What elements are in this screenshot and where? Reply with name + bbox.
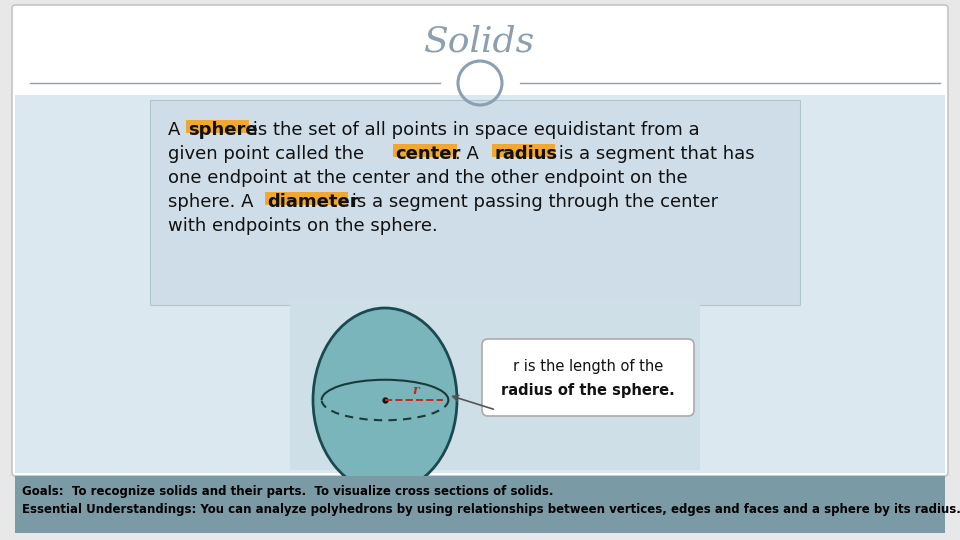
Text: radius of the sphere.: radius of the sphere. <box>501 383 675 399</box>
Text: Goals:  To recognize solids and their parts.  To visualize cross sections of sol: Goals: To recognize solids and their par… <box>22 485 554 498</box>
Text: with endpoints on the sphere.: with endpoints on the sphere. <box>168 217 438 235</box>
Text: given point called the: given point called the <box>168 145 370 163</box>
Text: center: center <box>396 145 461 163</box>
FancyBboxPatch shape <box>15 95 945 473</box>
Ellipse shape <box>313 308 457 492</box>
FancyBboxPatch shape <box>482 339 694 416</box>
FancyBboxPatch shape <box>150 100 800 305</box>
Text: is a segment passing through the center: is a segment passing through the center <box>346 193 718 211</box>
Text: one endpoint at the center and the other endpoint on the: one endpoint at the center and the other… <box>168 168 687 187</box>
Text: is a segment that has: is a segment that has <box>553 145 755 163</box>
Text: . A: . A <box>454 145 484 163</box>
Text: r is the length of the: r is the length of the <box>513 360 663 375</box>
FancyBboxPatch shape <box>265 192 348 205</box>
Text: r: r <box>412 383 419 396</box>
FancyBboxPatch shape <box>185 119 249 133</box>
Text: Essential Understandings: You can analyze polyhedrons by using relationships bet: Essential Understandings: You can analyz… <box>22 503 960 516</box>
Text: A: A <box>168 121 186 139</box>
FancyBboxPatch shape <box>394 144 457 157</box>
Text: Solids: Solids <box>424 25 536 59</box>
Text: is the set of all points in space equidistant from a: is the set of all points in space equidi… <box>247 121 700 139</box>
Text: sphere: sphere <box>188 121 257 139</box>
Text: sphere. A: sphere. A <box>168 193 259 211</box>
FancyBboxPatch shape <box>15 476 945 533</box>
Text: diameter: diameter <box>267 193 358 211</box>
Text: radius: radius <box>494 145 557 163</box>
FancyBboxPatch shape <box>12 5 948 476</box>
FancyBboxPatch shape <box>492 144 555 157</box>
FancyBboxPatch shape <box>290 300 700 470</box>
